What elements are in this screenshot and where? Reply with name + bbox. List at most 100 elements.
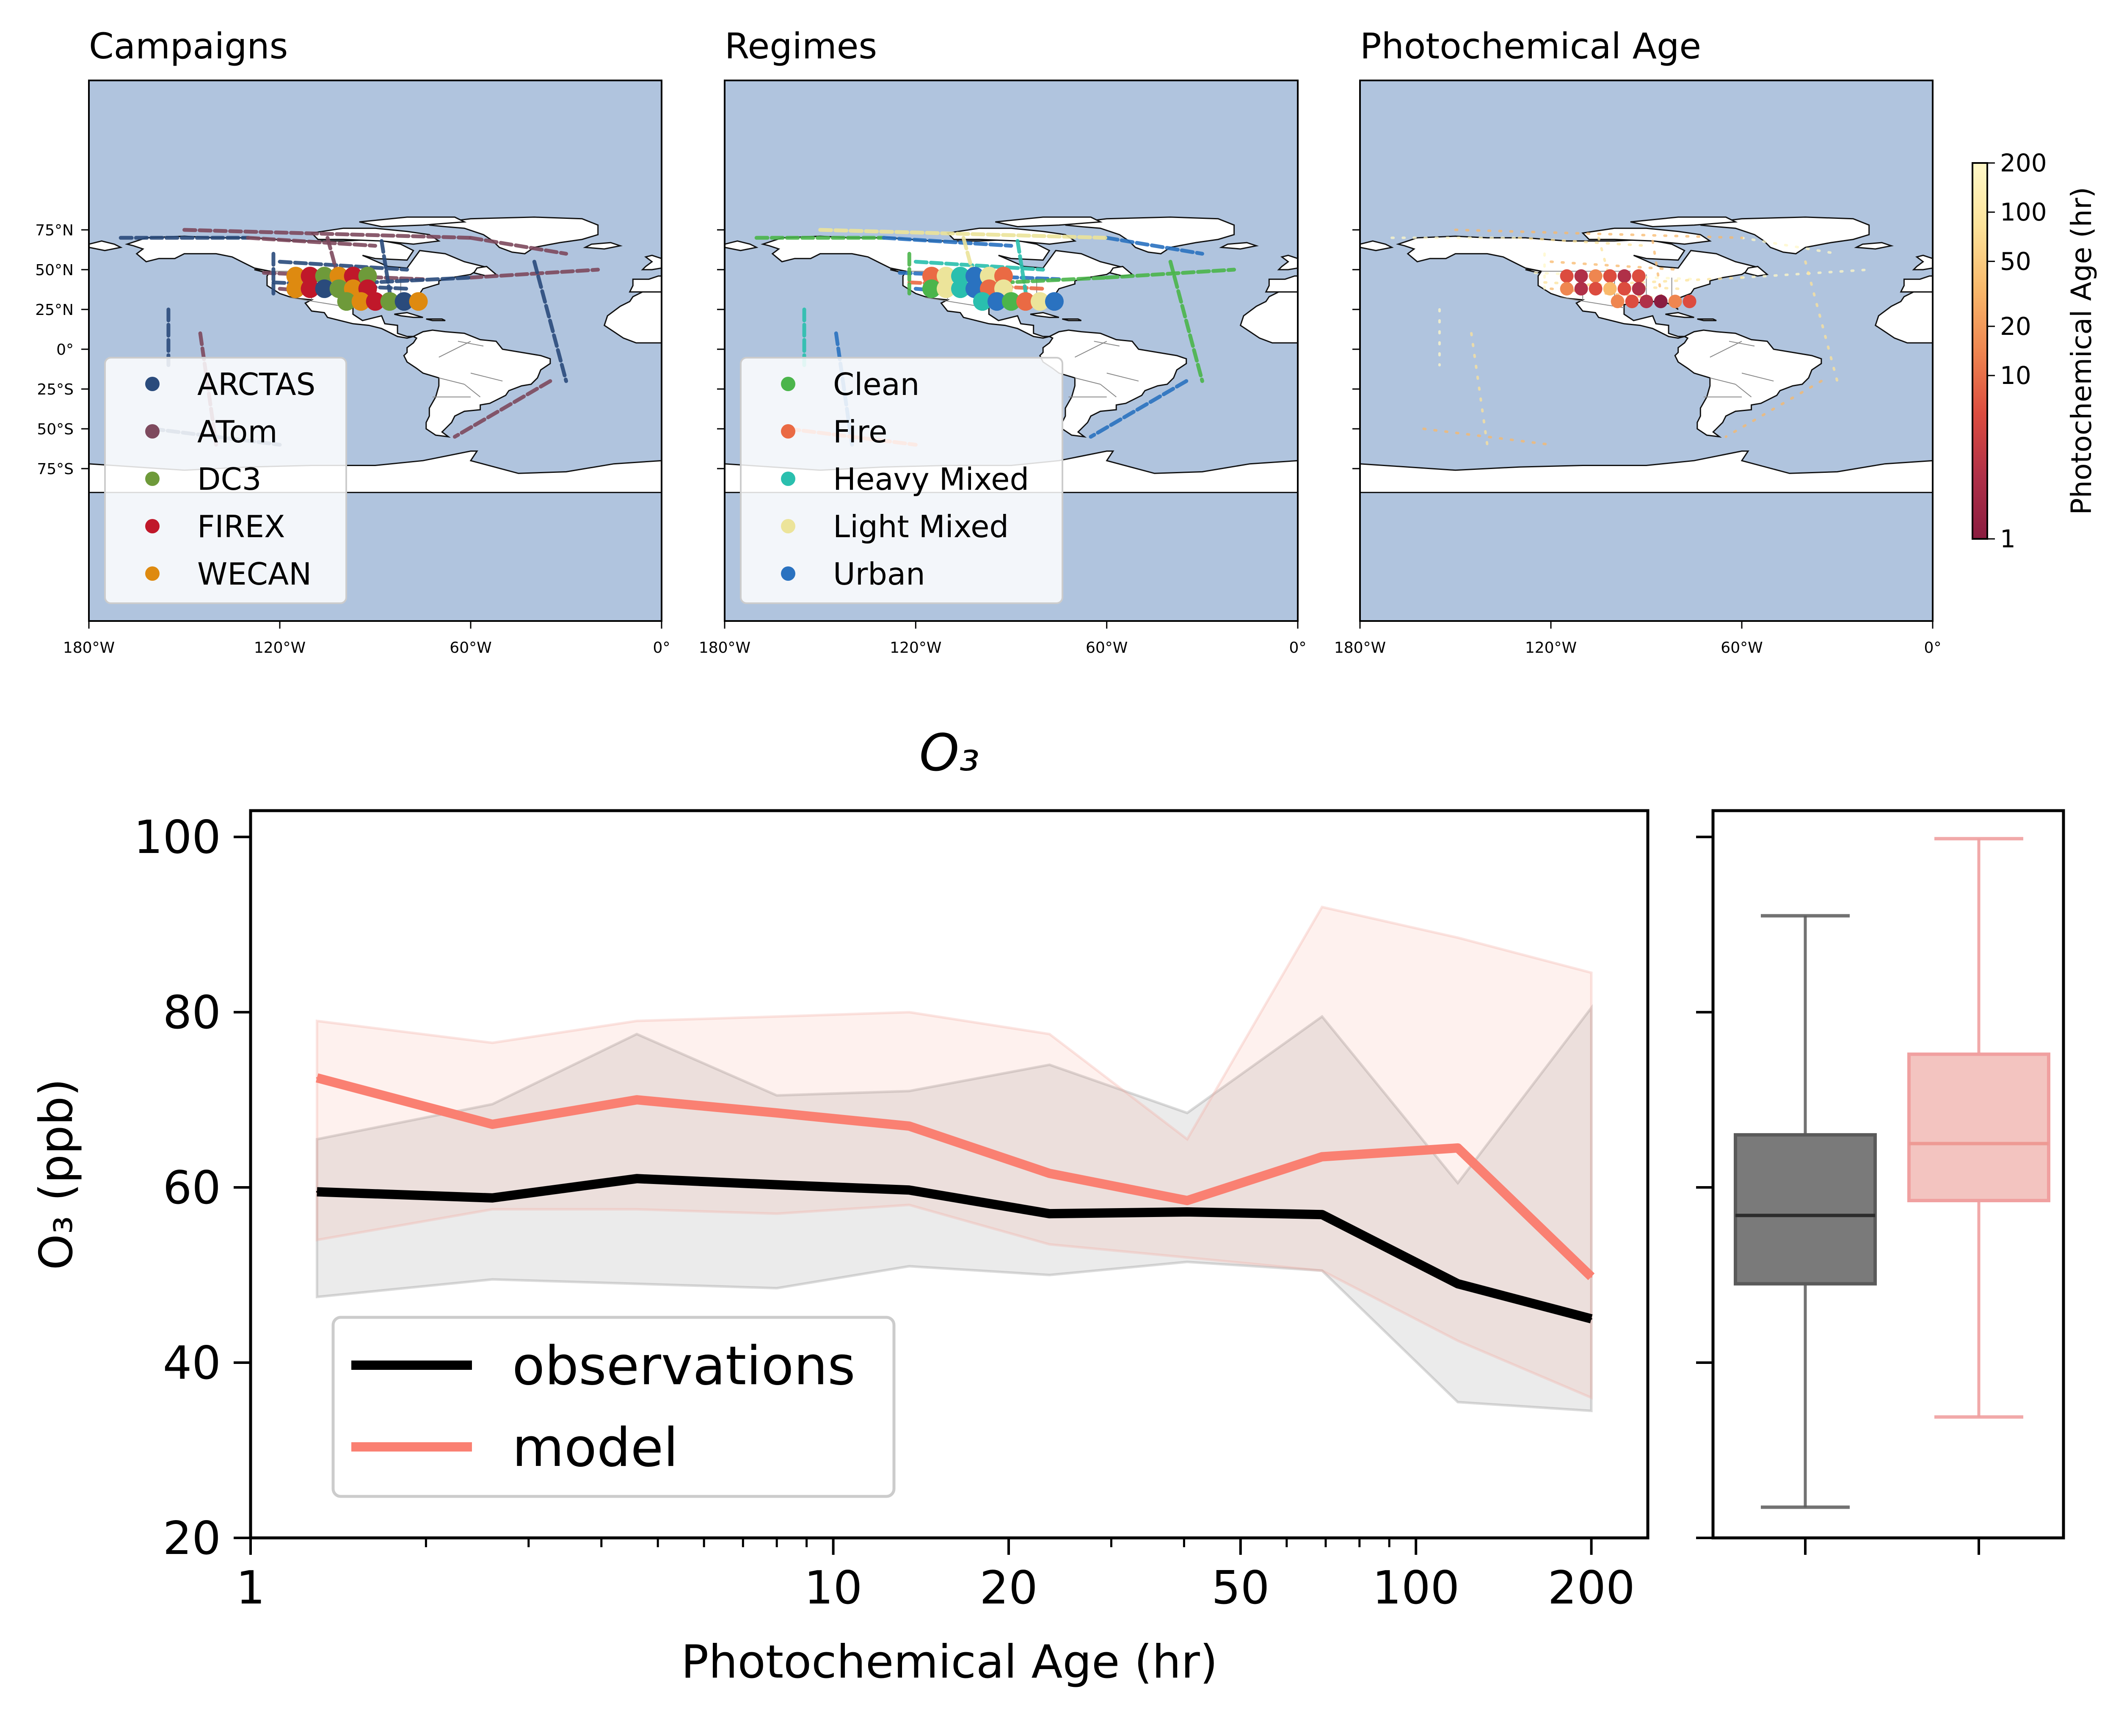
map-frame [1359, 80, 1934, 622]
boxplot-observations [1734, 914, 1877, 1555]
lat-tick-label: 50°S [37, 421, 74, 438]
y-tick-label: 100 [134, 811, 221, 864]
landmass [1581, 227, 1712, 245]
cluster-point [1654, 295, 1668, 309]
cluster-point [351, 292, 370, 311]
colorbar-tick-label: 100 [2000, 198, 2047, 226]
landmass [1219, 242, 1259, 250]
cluster-point [409, 292, 428, 311]
map-panel-1: Campaigns 180°W 120°W 60°W 0° 75°N 50°N 25°N 0° 2… [35, 25, 670, 657]
country-border [1106, 373, 1139, 382]
data-point [1321, 1214, 1323, 1216]
landmass [1277, 254, 1299, 270]
lon-tick-label: 120°W [1525, 639, 1577, 657]
lon-tick-label: 120°W [890, 639, 941, 657]
cluster-point [1560, 282, 1574, 296]
legend-label: DC3 [197, 461, 262, 497]
data-point [776, 1112, 778, 1114]
cluster-point [1617, 282, 1631, 296]
flight-track [818, 228, 1109, 240]
cluster-point [1016, 292, 1035, 311]
cluster-point [1625, 295, 1639, 309]
legend-marker [781, 519, 795, 533]
flight-track [532, 259, 568, 383]
landmass [1065, 216, 1235, 254]
flight-track [1724, 380, 1823, 438]
map-legend-box [104, 357, 347, 604]
y-tick-label: 20 [163, 1512, 221, 1565]
data-point [1048, 1213, 1051, 1215]
colorbar-tick-label: 20 [2000, 312, 2031, 341]
legend-label: Fire [833, 414, 888, 450]
data-point [1590, 1276, 1592, 1278]
lon-tick-label: 180°W [699, 639, 750, 657]
country-border [1729, 341, 1755, 347]
landmass [1697, 318, 1717, 321]
cluster-point [1632, 269, 1646, 283]
legend-marker [781, 424, 795, 439]
landmass [1030, 312, 1059, 318]
data-point [1048, 1172, 1051, 1174]
country-border [439, 341, 471, 358]
flight-track [1454, 229, 1743, 239]
cluster-point [1603, 282, 1617, 296]
lat-tick-label: 25°N [35, 301, 74, 319]
lat-tick-label: 75°S [37, 461, 74, 478]
lon-tick-label: 180°W [1334, 639, 1386, 657]
map-panel-2: Regimes 180°W 120°W 60°W 0° Clean Fire Heavy Mi… [699, 25, 1307, 657]
cluster-point [337, 292, 356, 311]
y-tick-label: 40 [163, 1337, 221, 1390]
map-panel-3: Photochemical Age 180°W 120°W 60°W 0° [1334, 25, 1942, 657]
cluster-point [1611, 295, 1625, 309]
country-border [439, 377, 465, 385]
lon-tick-label: 0° [1924, 639, 1942, 657]
cluster-point [1632, 282, 1646, 296]
landmass [1900, 275, 1934, 293]
cluster-point [1683, 295, 1696, 309]
colorbar-label: Photochemical Age (hr) [2065, 187, 2098, 515]
country-border [470, 373, 503, 382]
colorbar-tick-label: 50 [2000, 247, 2031, 276]
flight-track [1470, 332, 1489, 446]
colorbar-tick-label: 200 [2000, 149, 2047, 177]
legend-marker [781, 566, 795, 581]
data-point [316, 1191, 318, 1193]
y-axis-label: O₃ (ppb) [30, 1079, 83, 1270]
flight-track [1651, 240, 1664, 303]
cluster-point [951, 279, 970, 298]
boxplot-frame [1711, 809, 2065, 1540]
cluster-point [1574, 282, 1588, 296]
data-point [908, 1189, 910, 1191]
landmass [359, 216, 467, 228]
country-border [1741, 373, 1774, 382]
lon-tick-label: 0° [653, 639, 670, 657]
cluster-point [1639, 295, 1653, 309]
data-point [1457, 1283, 1459, 1285]
ocean [1360, 80, 1933, 621]
data-point [1590, 1318, 1592, 1320]
legend-marker [145, 472, 160, 486]
legend-marker [145, 566, 160, 581]
legend-label: Heavy Mixed [833, 461, 1029, 497]
cluster-point [394, 292, 414, 311]
flight-track [469, 236, 568, 256]
lat-tick-label: 75°N [35, 222, 74, 239]
data-point [908, 1125, 910, 1127]
legend-marker [145, 377, 160, 391]
landmass [1665, 312, 1694, 318]
lat-tick-label: 25°S [37, 381, 74, 398]
landmass [995, 216, 1103, 228]
legend-label: ARCTAS [197, 367, 315, 402]
flight-track [469, 268, 600, 280]
country-border [1710, 341, 1742, 358]
colorbar-tick-label: 1 [2000, 524, 2016, 553]
colorbar: 200 100 50 20 10 1 Photochemical Age (hr) [1972, 149, 2098, 553]
landmass [426, 318, 446, 321]
map-legend-box [740, 357, 1063, 604]
lon-tick-label: 180°W [63, 639, 115, 657]
series-line-observations [317, 1174, 1593, 1324]
landmass [394, 312, 423, 318]
x-tick-label: 1 [236, 1562, 265, 1615]
cluster-point [1668, 295, 1682, 309]
flight-track [452, 379, 552, 439]
